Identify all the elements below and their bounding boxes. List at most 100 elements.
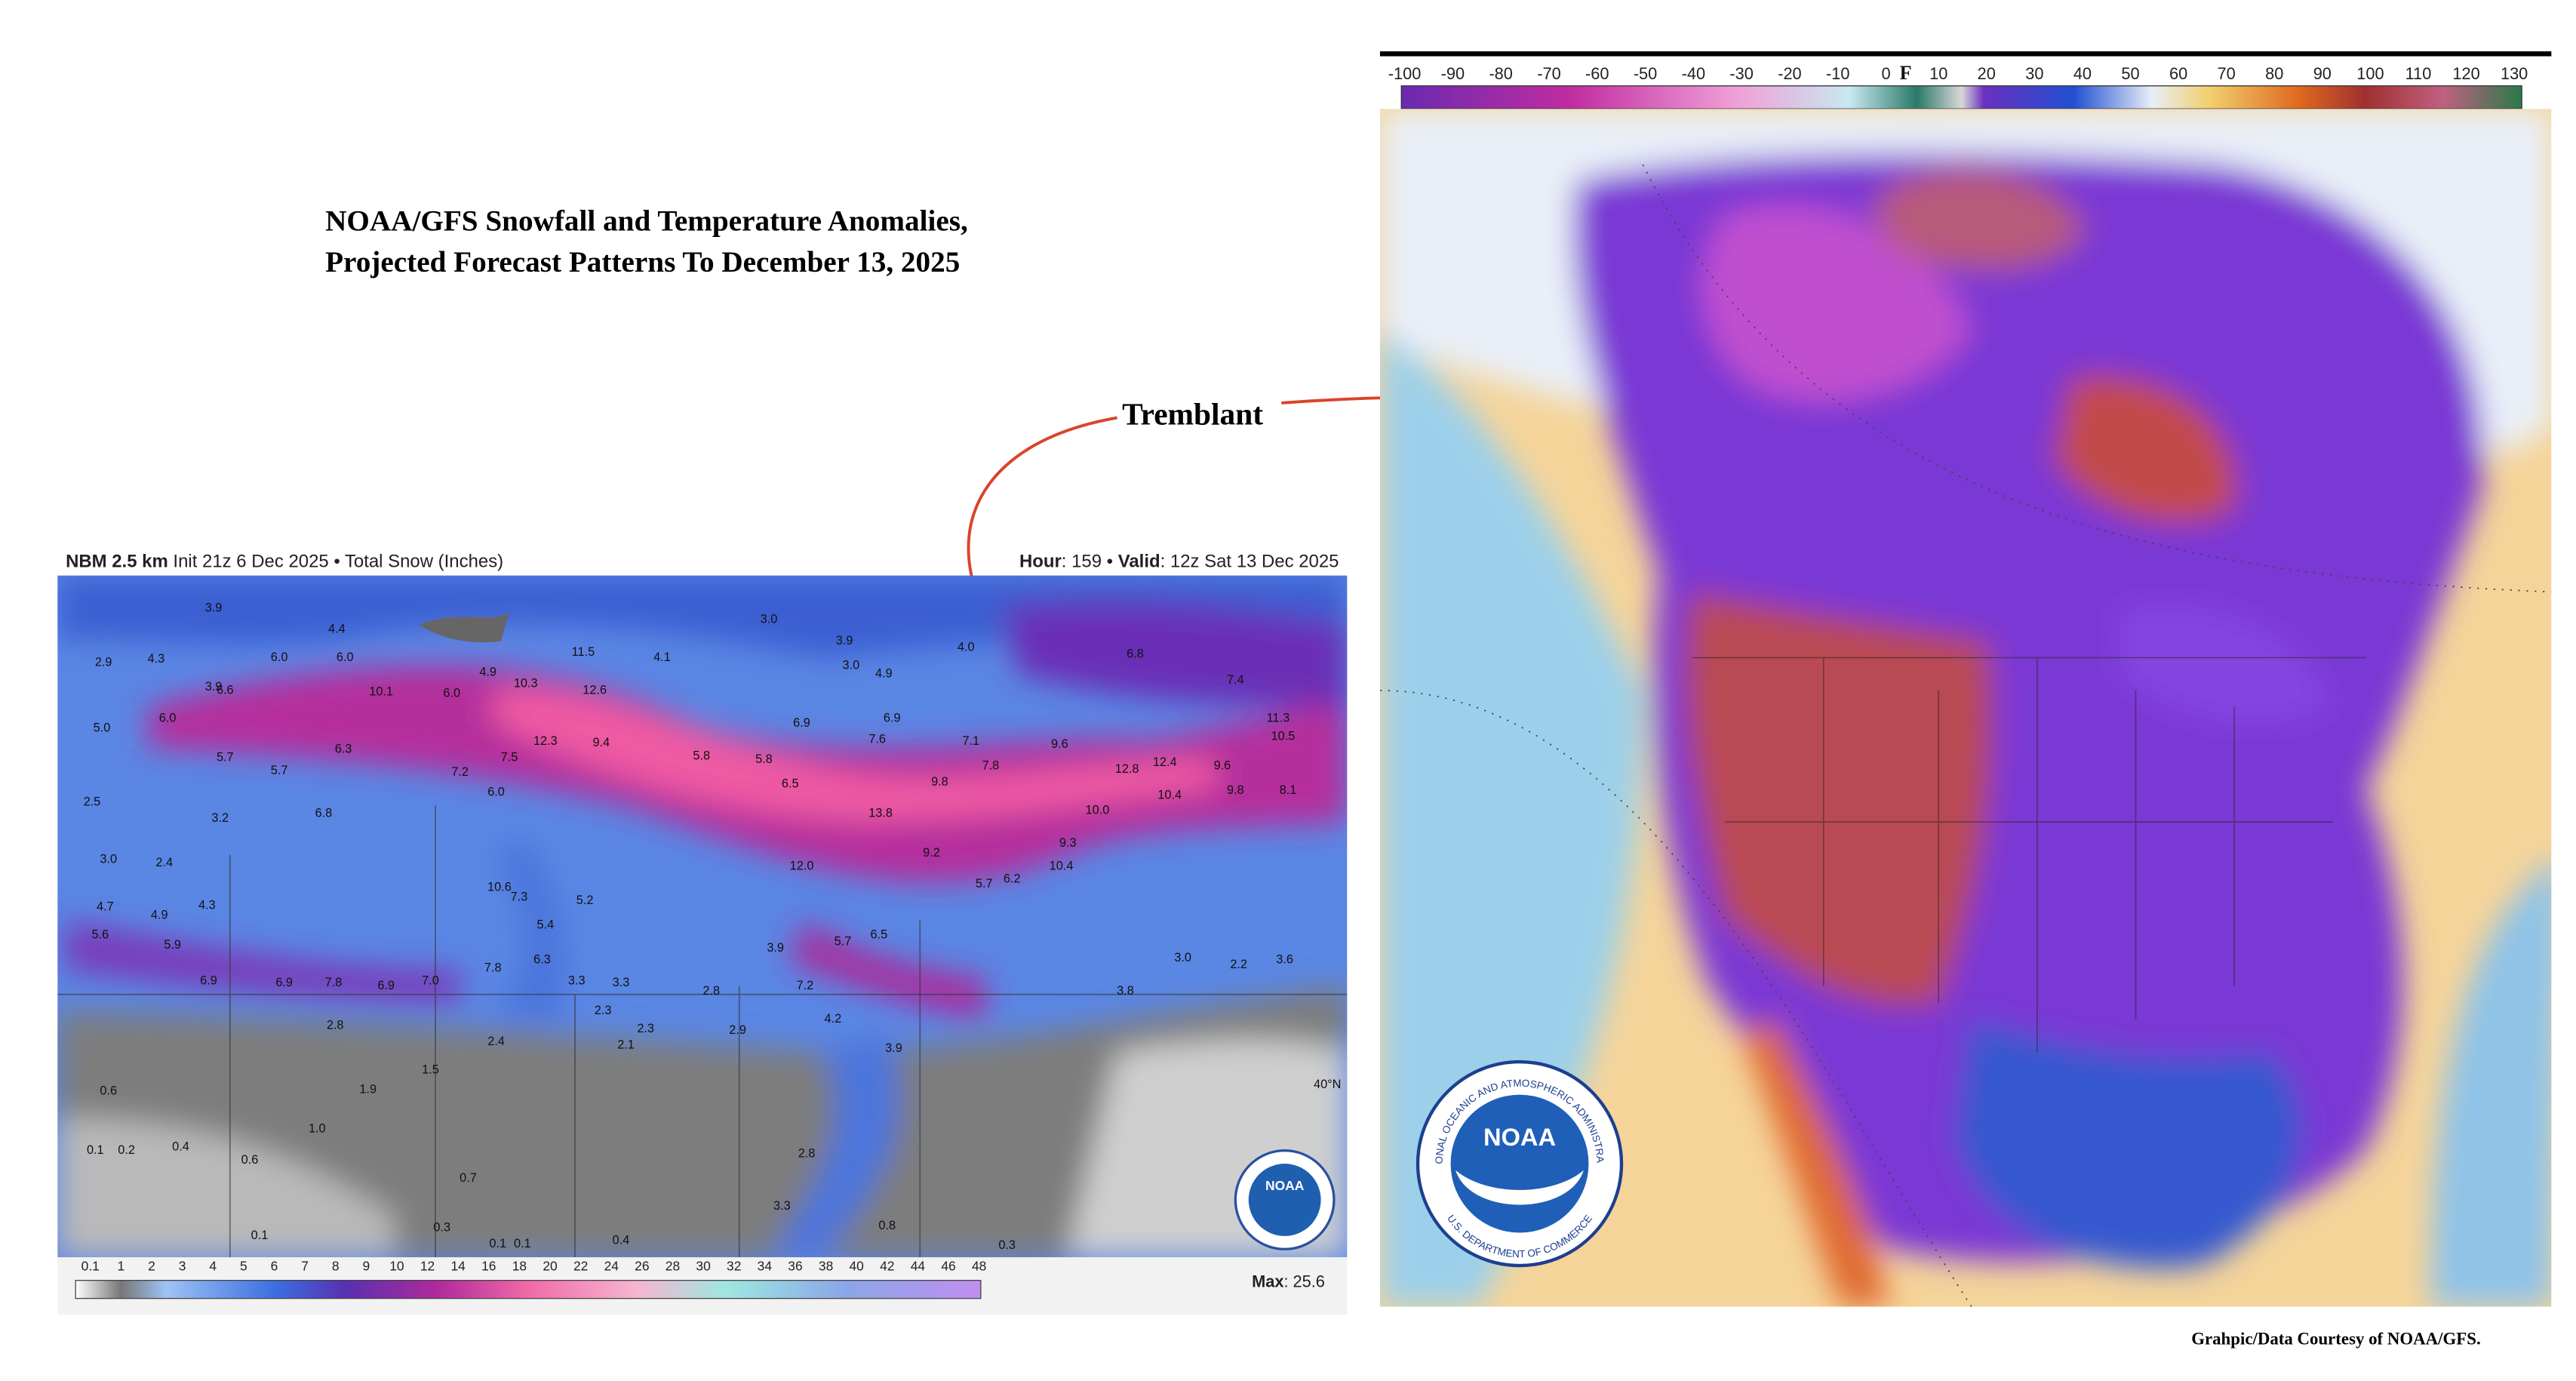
- valid: : 12z Sat 13 Dec 2025: [1160, 552, 1339, 572]
- snow-value: 7.3: [511, 890, 528, 904]
- scale-unit: F: [1900, 62, 1912, 84]
- snow-value: 6.3: [335, 743, 352, 756]
- snow-value: 9.2: [923, 846, 940, 860]
- snow-value: 4.9: [479, 665, 496, 678]
- legend-label: 30: [696, 1259, 710, 1274]
- valid-label: Valid: [1118, 552, 1160, 572]
- snow-value: 0.2: [118, 1143, 135, 1157]
- snow-value: 4.9: [875, 667, 893, 681]
- scale-label: -50: [1634, 64, 1657, 83]
- snow-value: 12.3: [533, 734, 558, 748]
- snow-value: 5.7: [835, 934, 852, 948]
- snow-value: 0.4: [613, 1234, 630, 1247]
- snow-value: 4.1: [653, 651, 671, 664]
- annotation: Tremblant: [1122, 396, 1263, 431]
- snow-value: 0.3: [998, 1238, 1016, 1252]
- scale-label: -40: [1682, 64, 1705, 83]
- max-label: Max: [1252, 1272, 1283, 1290]
- scale-label: -90: [1441, 64, 1465, 83]
- scale-label: 60: [2169, 64, 2187, 83]
- snow-value: 0.1: [87, 1143, 104, 1157]
- legend-label: 5: [240, 1259, 247, 1274]
- snow-value: 4.3: [198, 899, 216, 912]
- snow-value: 2.4: [155, 856, 173, 869]
- snow-value: 6.0: [443, 687, 460, 700]
- scale-label: 40: [2073, 64, 2092, 83]
- scale-label: -10: [1826, 64, 1849, 83]
- header-right: Hour: 159 • Valid: 12z Sat 13 Dec 2025: [1019, 552, 1339, 572]
- snow-value: 2.8: [327, 1018, 344, 1032]
- legend-label: 24: [604, 1259, 619, 1274]
- snow-value: 5.7: [217, 751, 234, 764]
- scale-label: 110: [2405, 64, 2432, 83]
- snow-value: 4.0: [958, 641, 975, 654]
- legend-label: 44: [911, 1259, 926, 1274]
- snow-value: 6.9: [275, 976, 293, 989]
- snow-value: 11.3: [1267, 711, 1290, 724]
- snow-value: 7.0: [422, 974, 439, 988]
- legend-label: 3: [179, 1259, 186, 1274]
- legend-label: 38: [819, 1259, 833, 1274]
- snow-value: 10.5: [1271, 729, 1296, 743]
- legend-label: 48: [972, 1259, 986, 1274]
- legend-label: 22: [573, 1259, 588, 1274]
- legend-label: 46: [941, 1259, 955, 1274]
- snow-value: 2.5: [84, 795, 101, 808]
- legend-label: 0.1: [81, 1259, 100, 1274]
- model: NBM 2.5 km: [66, 552, 168, 572]
- snow-value: 5.4: [537, 918, 555, 932]
- temp-map: NOAA NATIONAL OCEANIC AND ATMOSPHERIC AD…: [1379, 109, 2552, 1307]
- snow-value: 0.1: [251, 1229, 269, 1242]
- legend-label: 42: [880, 1259, 894, 1274]
- snow-value: 6.0: [159, 711, 177, 724]
- snow-value: 9.3: [1059, 836, 1077, 850]
- snow-value: 6.9: [200, 974, 217, 988]
- snow-value: 3.9: [885, 1041, 902, 1055]
- snow-value: 2.8: [798, 1146, 816, 1160]
- snow-value: 6.8: [315, 807, 333, 820]
- snow-value: 7.2: [451, 765, 469, 779]
- snow-value: 9.6: [1051, 737, 1068, 751]
- hour-label: Hour: [1019, 552, 1062, 572]
- snow-value: 3.9: [767, 941, 784, 955]
- snow-value: 7.4: [1227, 673, 1244, 687]
- snow-value: 0.8: [878, 1219, 896, 1232]
- snow-value: 2.3: [637, 1022, 654, 1035]
- snow-value: 2.3: [595, 1004, 612, 1017]
- snow-value: 6.2: [1004, 872, 1021, 886]
- snow-value: 5.7: [271, 764, 288, 777]
- legend-label: 12: [420, 1259, 435, 1274]
- snow-value: 8.1: [1280, 783, 1297, 797]
- snow-value: 4.4: [328, 623, 346, 636]
- scale-label: 130: [2501, 64, 2528, 83]
- legend-label: 2: [148, 1259, 155, 1274]
- snow-value: 5.0: [94, 721, 111, 734]
- temp-panel: -100 -90 -80 -70 -60 -50 -40 -30 -20 -10 0 F 10 20 30 4…: [1379, 51, 2552, 1349]
- snow-value: 7.1: [962, 734, 979, 748]
- legend-label: 6: [271, 1259, 278, 1274]
- snow-value: 0.4: [172, 1140, 189, 1154]
- snow-value: 2.2: [1230, 958, 1247, 971]
- scale-label: -70: [1537, 64, 1560, 83]
- snow-value: 0.1: [489, 1237, 506, 1250]
- legend-label: 8: [332, 1259, 340, 1274]
- snow-value: 0.7: [460, 1171, 477, 1185]
- logo-text: NOAA: [1483, 1123, 1556, 1151]
- snow-value: 3.9: [836, 634, 853, 647]
- snow-value: 6.9: [793, 716, 810, 730]
- scale-bar: [1400, 85, 2522, 109]
- scale-label: 30: [2025, 64, 2043, 83]
- snow-value: 6.5: [782, 777, 799, 790]
- header-left: NBM 2.5 km Init 21z 6 Dec 2025 • Total S…: [66, 552, 503, 572]
- legend-label: 9: [362, 1259, 370, 1274]
- snow-value: 3.8: [1117, 984, 1134, 998]
- snow-value: 1.0: [309, 1122, 326, 1136]
- legend-label: 36: [788, 1259, 802, 1274]
- snow-value: 6.8: [1127, 647, 1144, 660]
- snow-value: 7.8: [325, 976, 343, 989]
- snow-value: 7.8: [484, 961, 502, 974]
- snow-value: 4.9: [151, 909, 168, 922]
- snow-value: 5.6: [91, 928, 109, 942]
- snow-value: 0.6: [100, 1084, 117, 1098]
- snow-value: 4.3: [147, 652, 164, 666]
